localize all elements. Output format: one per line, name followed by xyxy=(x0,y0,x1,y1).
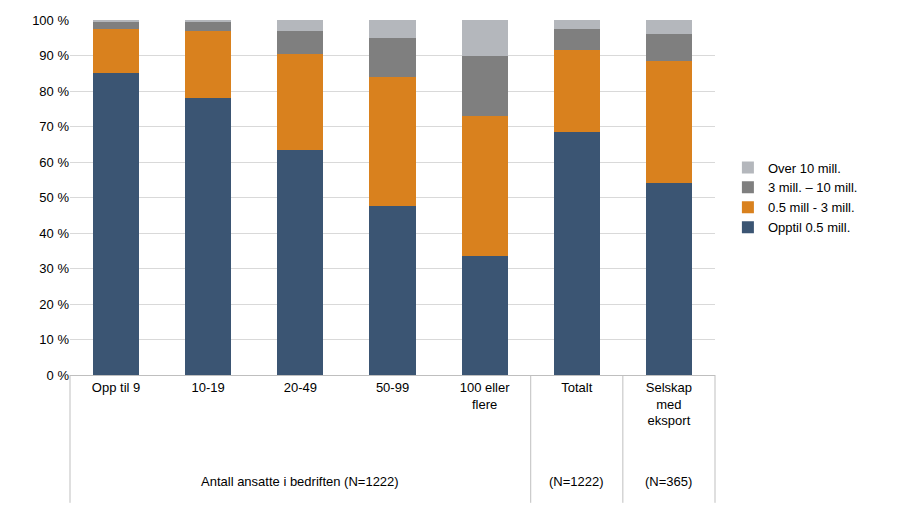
svg-text:50-99: 50-99 xyxy=(376,380,409,395)
svg-text:Totalt: Totalt xyxy=(561,380,592,395)
svg-text:60 %: 60 % xyxy=(39,155,69,170)
svg-text:0.5 mill - 3 mill.: 0.5 mill - 3 mill. xyxy=(768,200,855,215)
svg-text:Selskapmedeksport: Selskapmedeksport xyxy=(646,380,692,429)
svg-text:50 %: 50 % xyxy=(39,190,69,205)
svg-text:10 %: 10 % xyxy=(39,332,69,347)
svg-text:Over 10 mill.: Over 10 mill. xyxy=(768,161,841,176)
svg-text:20 %: 20 % xyxy=(39,297,69,312)
svg-text:Opp til 9: Opp til 9 xyxy=(92,380,140,395)
svg-text:3 mill. – 10 mill.: 3 mill. – 10 mill. xyxy=(768,180,858,195)
svg-text:40 %: 40 % xyxy=(39,226,69,241)
svg-text:80 %: 80 % xyxy=(39,84,69,99)
svg-text:100 ellerflere: 100 ellerflere xyxy=(460,380,511,412)
svg-text:Opptil 0.5 mill.: Opptil 0.5 mill. xyxy=(768,220,850,235)
svg-text:100 %: 100 % xyxy=(32,13,69,28)
svg-text:(N=365): (N=365) xyxy=(645,474,692,489)
svg-text:Antall ansatte i bedriften (N=: Antall ansatte i bedriften (N=1222) xyxy=(201,474,399,489)
svg-text:(N=1222): (N=1222) xyxy=(549,474,604,489)
svg-text:90 %: 90 % xyxy=(39,48,69,63)
svg-text:70 %: 70 % xyxy=(39,119,69,134)
svg-text:20-49: 20-49 xyxy=(284,380,317,395)
svg-text:30 %: 30 % xyxy=(39,261,69,276)
svg-text:0 %: 0 % xyxy=(47,368,70,383)
svg-text:10-19: 10-19 xyxy=(192,380,225,395)
